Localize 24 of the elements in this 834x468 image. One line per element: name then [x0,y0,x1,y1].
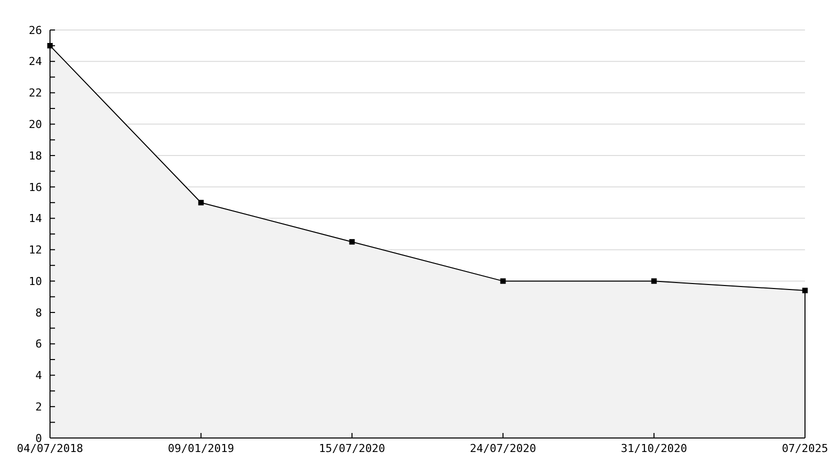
x-tick-label: 15/07/2020 [318,442,386,455]
point [349,239,355,245]
y-tick-label: 14 [28,212,42,226]
y-tick-label: 2 [35,400,42,414]
y-tick-label: 26 [28,24,42,37]
y-tick-label: 8 [35,306,42,320]
point [500,278,506,284]
y-tick-label: 16 [28,180,42,194]
y-tick-label: 0 [35,432,42,445]
y-tick-label: 6 [35,338,42,351]
x-tick-label: 04/07/2018 [16,442,84,455]
y-tick-label: 12 [28,244,42,257]
x-tick-label: 31/10/2020 [620,442,688,455]
point [651,278,657,284]
x-tick-label: 07/2025 [782,442,828,455]
y-tick-label: 20 [28,118,42,132]
y-tick-label: 18 [28,149,42,162]
y-tick-label: 4 [35,369,42,382]
y-tick-label: 22 [28,86,42,100]
point [198,200,204,206]
y-tick-label: 24 [28,55,42,68]
x-tick-label: 24/07/2020 [470,442,536,455]
x-tick-label: 09/01/2019 [168,442,234,455]
y-tick-label: 10 [28,274,42,288]
